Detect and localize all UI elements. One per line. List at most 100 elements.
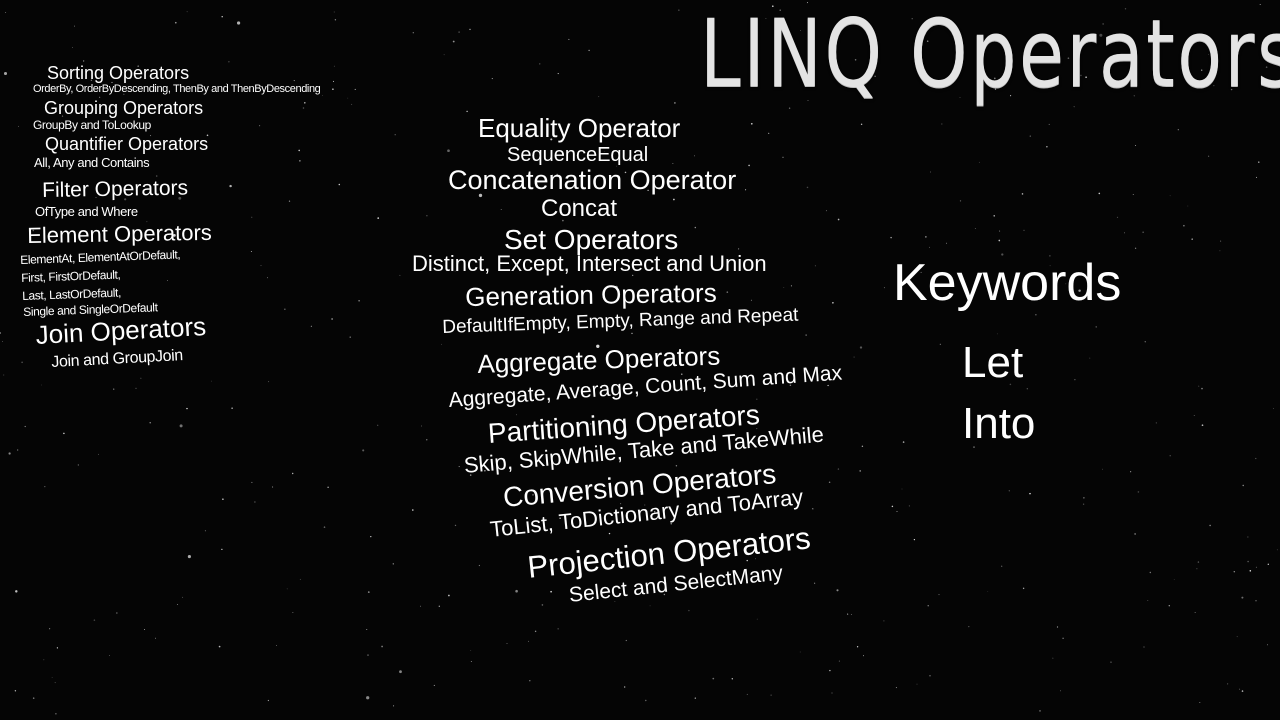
star (187, 555, 191, 559)
star (182, 596, 184, 598)
star (1098, 192, 1101, 195)
star (1273, 407, 1274, 409)
star (146, 221, 148, 223)
star (541, 604, 544, 606)
star (959, 200, 962, 202)
star (218, 645, 221, 648)
star (8, 452, 11, 455)
star (149, 422, 151, 424)
star (806, 186, 809, 189)
star (1078, 289, 1081, 292)
filter-sub: OfType and Where (35, 204, 138, 219)
star (688, 609, 690, 612)
star (811, 508, 814, 510)
star (647, 189, 649, 191)
star (322, 95, 323, 97)
star (251, 216, 253, 218)
star (1056, 626, 1059, 628)
star (806, 2, 808, 4)
star (614, 285, 618, 289)
star (1035, 314, 1037, 316)
star (333, 11, 335, 13)
star (1187, 205, 1189, 207)
star (123, 93, 125, 95)
star (1149, 571, 1152, 574)
concatenation-heading: Concatenation Operator (448, 165, 737, 195)
star (1201, 387, 1203, 390)
element-sub-3: Last, LastOrDefault, (21, 285, 122, 303)
star (284, 308, 286, 310)
star (678, 9, 680, 11)
star (1082, 503, 1085, 505)
star (982, 91, 983, 93)
star (860, 123, 863, 126)
star (847, 613, 849, 615)
star (55, 713, 57, 715)
star (726, 291, 729, 293)
star (1199, 701, 1201, 704)
star (999, 230, 1001, 232)
star (1196, 568, 1198, 570)
star (515, 589, 518, 593)
star (1085, 76, 1087, 79)
star (491, 78, 493, 80)
star (1143, 646, 1145, 648)
star (756, 398, 758, 400)
star (1213, 85, 1215, 87)
star (550, 138, 553, 141)
star (1169, 195, 1171, 197)
star (506, 642, 508, 644)
star (539, 63, 541, 65)
star (1191, 238, 1193, 240)
star (421, 425, 422, 427)
star (1134, 247, 1137, 249)
star (516, 414, 517, 416)
star (827, 384, 829, 387)
star (968, 626, 970, 628)
star (603, 178, 605, 181)
star (1062, 637, 1064, 640)
star (853, 356, 855, 358)
star (1048, 123, 1050, 125)
star (5, 12, 7, 13)
star (331, 318, 333, 320)
star (929, 246, 930, 248)
star (789, 384, 792, 387)
star (1010, 95, 1012, 97)
star (1135, 144, 1137, 146)
star (1241, 690, 1244, 692)
star (155, 637, 157, 639)
star (293, 80, 295, 82)
star (927, 605, 929, 607)
star (745, 189, 747, 191)
star (1021, 193, 1024, 195)
star (302, 107, 305, 109)
star (1247, 560, 1249, 563)
star (812, 508, 814, 510)
star (90, 79, 93, 82)
star (861, 445, 864, 448)
star (254, 501, 256, 503)
star (433, 684, 435, 686)
star (1255, 566, 1257, 568)
star (1241, 596, 1244, 599)
star (707, 60, 709, 62)
star (1008, 490, 1010, 492)
star (377, 217, 380, 219)
star (557, 73, 559, 75)
star (1239, 688, 1241, 690)
star (1183, 224, 1185, 227)
star (828, 481, 831, 483)
star (426, 439, 428, 441)
star (1134, 533, 1136, 535)
star (994, 88, 997, 90)
sorting-heading: Sorting Operators (47, 63, 190, 83)
grouping-heading: Grouping Operators (44, 98, 204, 118)
star (458, 31, 460, 33)
star (678, 269, 680, 271)
star (573, 209, 575, 211)
star (571, 449, 573, 451)
star (17, 449, 19, 451)
grouping-sub: GroupBy and ToLookup (33, 118, 151, 132)
star (251, 481, 253, 483)
